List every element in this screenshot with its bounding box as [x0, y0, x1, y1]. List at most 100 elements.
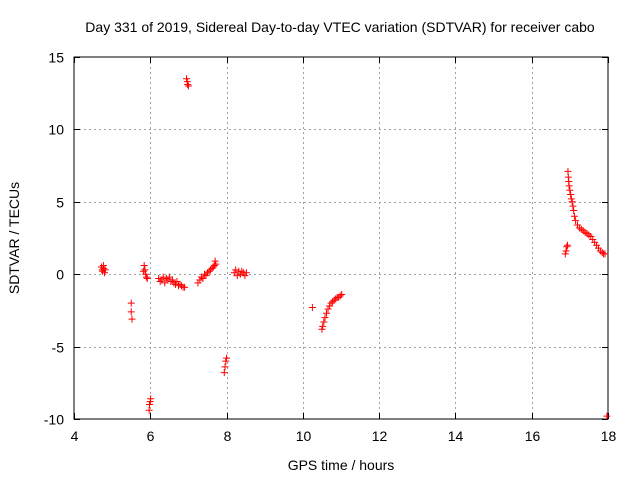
x-tick-labels: 4 6 8 10 12 14 16 18 — [71, 428, 617, 444]
data-point-marker — [238, 267, 246, 275]
data-point-marker — [321, 314, 329, 322]
data-point-marker — [162, 275, 170, 283]
x-tick-label: 14 — [448, 428, 464, 444]
data-point-marker — [141, 266, 149, 274]
data-point-marker — [562, 247, 570, 255]
data-point-marker — [330, 296, 338, 304]
data-point-marker — [332, 295, 340, 303]
data-point-marker — [570, 206, 578, 214]
data-point-marker — [221, 363, 229, 371]
data-point-marker — [212, 260, 220, 268]
data-point-marker — [199, 275, 207, 283]
y-tick-label: -5 — [52, 340, 65, 356]
data-point-marker — [563, 243, 571, 251]
data-point-marker — [101, 269, 109, 277]
x-tick-label: 8 — [224, 428, 232, 444]
y-tick-label: 5 — [56, 195, 64, 211]
data-point-marker — [242, 269, 250, 277]
data-point-marker — [336, 292, 344, 300]
data-point-marker — [318, 325, 326, 333]
data-point-marker — [570, 212, 578, 220]
data-point-marker — [572, 217, 580, 225]
data-point-marker — [338, 290, 346, 298]
y-tick-label: 0 — [56, 267, 64, 283]
x-tick-label: 4 — [71, 428, 79, 444]
data-point-marker — [101, 266, 109, 274]
data-point-marker — [564, 241, 572, 249]
y-tick-labels: -10 -5 0 5 10 15 — [44, 50, 64, 428]
data-point-marker — [335, 293, 343, 301]
data-point-marker — [173, 277, 181, 285]
data-point-marker — [196, 276, 204, 284]
x-tick-label: 6 — [147, 428, 155, 444]
data-point-marker — [176, 280, 184, 288]
data-point-marker — [561, 250, 569, 258]
data-point-marker — [128, 315, 136, 323]
data-point-marker — [168, 276, 176, 284]
data-point-marker — [568, 198, 576, 206]
data-point-marker — [158, 276, 166, 284]
grid-lines — [74, 57, 608, 419]
data-point-marker — [222, 357, 230, 365]
data-point-marker — [319, 322, 327, 330]
data-point-marker — [165, 273, 173, 281]
data-point-marker — [329, 298, 337, 306]
data-point-marker — [230, 269, 238, 277]
data-point-marker — [211, 257, 219, 265]
y-axis-label: SDTVAR / TECUs — [6, 182, 22, 294]
data-point-marker — [204, 269, 211, 277]
axis-ticks — [74, 57, 609, 420]
data-point-marker — [100, 264, 108, 272]
data-point-marker — [323, 309, 331, 317]
y-tick-label: 10 — [48, 122, 64, 138]
data-point-marker — [184, 82, 192, 90]
x-tick-label: 10 — [296, 428, 312, 444]
data-point-marker — [205, 267, 213, 275]
x-axis-label: GPS time / hours — [288, 457, 395, 473]
data-point-marker — [210, 262, 218, 270]
data-point-marker — [200, 270, 208, 278]
data-point-marker — [156, 277, 164, 285]
data-point-marker — [326, 302, 334, 310]
data-point-marker — [159, 273, 167, 281]
data-point-marker — [181, 283, 189, 291]
data-point-marker — [601, 250, 609, 258]
data-point-marker — [127, 308, 135, 316]
data-point-marker — [232, 266, 240, 274]
data-point-marker — [233, 272, 241, 280]
data-point-marker — [178, 282, 186, 290]
data-point-marker — [603, 412, 611, 420]
data-point-marker — [147, 395, 155, 403]
data-point-marker — [127, 299, 135, 307]
data-point-marker — [320, 318, 328, 326]
data-point-marker — [236, 270, 244, 278]
data-point-marker — [308, 304, 316, 312]
data-point-marker — [143, 275, 151, 283]
data-point-marker — [565, 182, 573, 190]
data-point-marker — [324, 305, 332, 313]
data-point-marker — [327, 299, 335, 307]
data-point-marker — [566, 186, 574, 194]
y-tick-label: 15 — [48, 50, 64, 66]
data-point-marker — [241, 272, 249, 280]
data-point-marker — [142, 270, 150, 278]
y-tick-label: -10 — [44, 412, 64, 428]
data-point-marker — [202, 272, 210, 280]
data-point-marker — [142, 273, 150, 281]
data-point-marker — [567, 195, 575, 203]
plot-frame — [73, 56, 609, 420]
data-point-marker — [223, 354, 231, 362]
data-point-marker — [155, 275, 163, 283]
data-point-marker — [220, 369, 228, 377]
x-tick-label: 18 — [601, 428, 617, 444]
data-point-marker — [146, 401, 154, 409]
data-point-marker — [167, 277, 175, 285]
data-point-marker — [569, 202, 577, 210]
data-point-marker — [170, 279, 178, 287]
data-point-marker — [161, 279, 169, 287]
data-point-marker — [197, 273, 205, 281]
data-point-marker — [567, 191, 575, 199]
data-point-marker — [184, 81, 192, 89]
chart-title: Day 331 of 2019, Sidereal Day-to-day VTE… — [85, 19, 595, 35]
